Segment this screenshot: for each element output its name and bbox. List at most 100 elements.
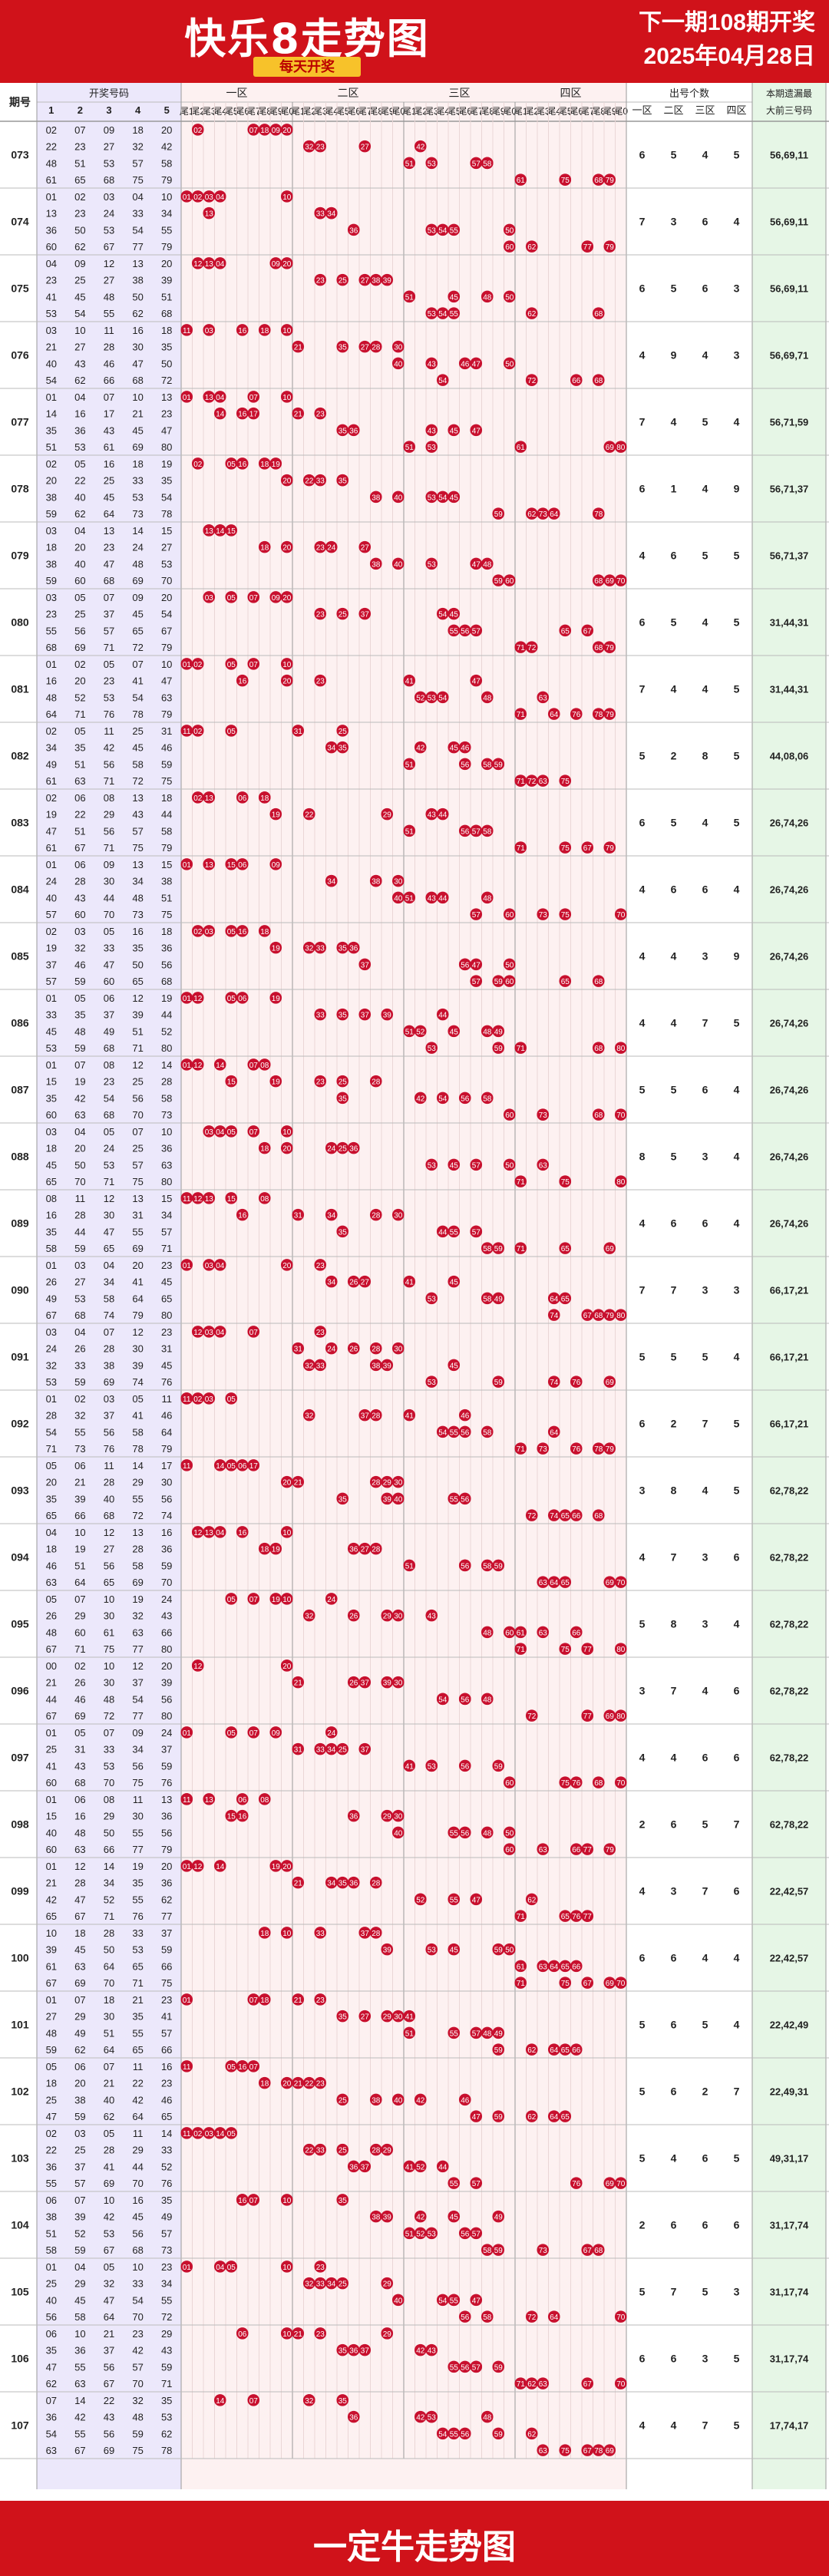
- ball-mark: [492, 1376, 505, 1388]
- ball-label: 72: [527, 2313, 537, 2322]
- ball-label: 54: [438, 494, 448, 502]
- ball-label: 18: [260, 2080, 269, 2089]
- prize-number: 38: [132, 275, 143, 286]
- prize-number: 31: [74, 1744, 85, 1755]
- ball-label: 27: [361, 1279, 370, 1287]
- ball-mark: [448, 2177, 461, 2189]
- ball-mark: [381, 2143, 394, 2156]
- ball-mark: [314, 1008, 327, 1021]
- ball-mark: [269, 591, 282, 603]
- ball-label: 30: [394, 1346, 403, 1354]
- ball-mark: [236, 324, 249, 336]
- ball-label: 29: [383, 2013, 392, 2022]
- ball-label: 39: [383, 1362, 392, 1370]
- ball-mark: [391, 557, 405, 570]
- ball-mark: [581, 1977, 594, 1989]
- ball-label: 04: [216, 193, 225, 202]
- prize-number: 43: [132, 809, 143, 821]
- ball-mark: [336, 1876, 349, 1889]
- prize-number: 71: [161, 1243, 172, 1254]
- prize-number: 60: [104, 976, 114, 987]
- header-tail: 尾6: [569, 106, 583, 117]
- prize-number: 24: [104, 1143, 114, 1154]
- prize-number: 31: [161, 1343, 172, 1355]
- prize-number: 36: [161, 1544, 172, 1555]
- ball-mark: [236, 2194, 249, 2206]
- ball-mark: [603, 1376, 616, 1388]
- prize-number: 05: [46, 1460, 57, 1471]
- prize-number: 15: [161, 525, 172, 537]
- ball-label: 75: [561, 844, 570, 853]
- ball-mark: [581, 841, 594, 854]
- ball-label: 35: [339, 344, 348, 352]
- ball-mark: [180, 1392, 193, 1405]
- ball-mark: [336, 273, 349, 286]
- ball-label: 59: [494, 1245, 504, 1253]
- ball-label: 42: [416, 2414, 425, 2422]
- prize-number: 05: [74, 992, 85, 1004]
- ball-mark: [547, 1376, 560, 1388]
- prize-number: 61: [104, 441, 114, 453]
- ball-mark: [314, 1075, 327, 1088]
- ball-label: 65: [561, 1512, 570, 1521]
- prize-number: 28: [74, 1878, 85, 1889]
- ball-mark: [358, 1742, 372, 1755]
- prize-number: 41: [46, 1760, 57, 1772]
- three-cell: 62,78,22: [770, 1485, 809, 1497]
- ball-label: 76: [572, 1779, 581, 1788]
- prize-number: 44: [46, 1693, 57, 1705]
- ball-label: 54: [438, 694, 448, 702]
- ball-label: 36: [349, 2347, 358, 2356]
- ball-label: 31: [294, 728, 303, 736]
- prize-number: 53: [74, 1293, 85, 1304]
- ball-mark: [470, 2360, 483, 2373]
- prize-number: 30: [104, 1610, 114, 1622]
- ball-label: 11: [183, 2063, 191, 2072]
- prize-number: 14: [132, 1460, 143, 1471]
- ball-label: 53: [428, 1379, 437, 1387]
- ball-mark: [514, 1242, 527, 1254]
- prize-number: 75: [161, 909, 172, 920]
- ball-label: 53: [428, 1161, 437, 1170]
- ball-mark: [381, 2210, 394, 2223]
- ball-label: 57: [472, 1228, 481, 1237]
- ball-label: 79: [606, 1846, 615, 1854]
- ball-label: 06: [238, 1796, 247, 1805]
- ball-mark: [470, 424, 483, 437]
- ball-mark: [213, 1459, 226, 1471]
- prize-number: 67: [46, 1710, 57, 1722]
- ball-label: 06: [238, 2330, 247, 2339]
- ball-mark: [225, 1075, 238, 1088]
- count-cell: 5: [639, 750, 646, 762]
- ball-label: 72: [527, 644, 537, 652]
- prize-number: 16: [46, 675, 57, 687]
- header-tail: 尾1: [402, 106, 417, 117]
- ball-mark: [203, 190, 216, 203]
- ball-label: 19: [272, 461, 281, 469]
- ball-mark: [369, 1075, 382, 1088]
- ball-mark: [369, 1359, 382, 1372]
- ball-label: 49: [494, 1295, 504, 1303]
- issue-cell: 076: [11, 349, 29, 362]
- prize-number: 28: [104, 342, 114, 353]
- prize-number: 35: [161, 342, 172, 353]
- ball-label: 75: [561, 2447, 570, 2455]
- ball-mark: [448, 1943, 461, 1956]
- prize-number: 55: [46, 625, 57, 636]
- prize-number: 20: [132, 1260, 143, 1271]
- ball-label: 43: [428, 811, 437, 820]
- ball-label: 69: [606, 577, 615, 586]
- prize-number: 30: [104, 2011, 114, 2023]
- ball-label: 55: [450, 1428, 459, 1437]
- ball-label: 50: [505, 1829, 514, 1838]
- ball-mark: [525, 641, 538, 653]
- ball-mark: [514, 173, 527, 186]
- ball-mark: [481, 1693, 494, 1706]
- prize-number: 56: [161, 959, 172, 970]
- ball-mark: [570, 1776, 583, 1788]
- ball-label: 57: [472, 2230, 481, 2238]
- ball-label: 48: [483, 1829, 492, 1838]
- issue-cell: 094: [11, 1551, 29, 1564]
- ball-mark: [247, 407, 260, 420]
- ball-label: 69: [606, 1245, 615, 1253]
